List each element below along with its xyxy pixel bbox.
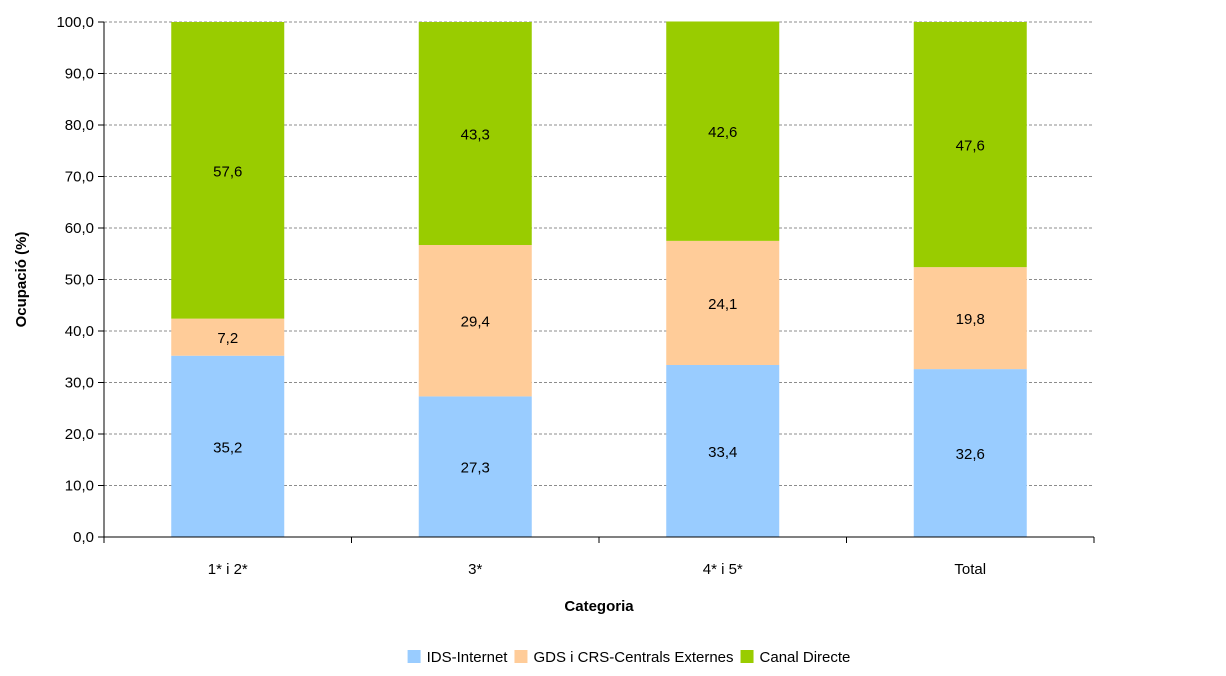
bar-data-label: 24,1 [708,296,737,313]
bar-segment [666,240,780,365]
bar-segment [418,396,532,537]
y-tick-label: 10,0 [65,478,94,495]
legend-item: GDS i CRS-Centrals Externes [514,649,734,666]
bar-data-label: 27,3 [461,460,490,477]
legend-label: IDS-Internet [427,649,509,666]
bar-segment [666,364,780,537]
bar-data-label: 35,2 [213,439,242,456]
bar-data-label: 47,6 [956,138,985,155]
bar-data-label: 43,3 [461,126,490,143]
y-tick-label: 90,0 [65,66,94,83]
legend-swatch [407,650,421,663]
bar-data-label: 42,6 [708,124,737,141]
bars [171,21,1027,537]
legend-item: IDS-Internet [407,649,509,666]
legend-label: Canal Directe [760,649,851,666]
bar-segment [171,318,285,356]
bar-data-label: 29,4 [461,314,490,331]
y-tick-label: 30,0 [65,375,94,392]
y-axis-title: Ocupació (%) [13,232,30,328]
x-tick-label: 3* [468,561,482,578]
x-tick-label: Total [954,561,986,578]
bar-segment [666,21,780,241]
bar-segment [913,267,1027,370]
y-tick-label: 60,0 [65,220,94,237]
legend-swatch [740,650,754,663]
bar-data-label: 7,2 [217,330,238,347]
bar-data-label: 33,4 [708,444,737,461]
bar-data-label: 57,6 [213,163,242,180]
y-axis-ticks: 0,0 10,0 20,0 30,0 40,0 50,0 60,0 70,0 80,0 90,0 1… [56,14,104,546]
y-tick-label: 80,0 [65,117,94,134]
bar-segment [418,22,532,245]
bar-segment [913,369,1027,537]
data-labels: 35,2 7,2 57,6 27,3 29,4 43,3 33,4 24,1 42,6 32,6 1… [213,124,985,477]
bar-segment [418,244,532,397]
bar-segment [171,22,285,319]
y-tick-label: 100,0 [56,14,94,31]
bar-data-label: 32,6 [956,446,985,463]
y-tick-label: 20,0 [65,426,94,443]
y-tick-label: 40,0 [65,323,94,340]
x-axis-title: Categoria [564,598,634,615]
bar-segment [171,355,285,537]
x-tick-label: 4* i 5* [703,561,743,578]
x-tick-label: 1* i 2* [208,561,248,578]
legend-label: GDS i CRS-Centrals Externes [533,649,733,666]
bar-data-label: 19,8 [956,311,985,328]
y-tick-label: 0,0 [73,529,94,546]
legend: IDS-Internet GDS i CRS-Centrals Externes C… [407,649,851,666]
x-axis-ticks: 1* i 2* 3* 4* i 5* Total [103,537,1095,578]
bar-segment [913,22,1027,268]
y-tick-label: 70,0 [65,169,94,186]
legend-swatch [514,650,528,663]
y-tick-label: 50,0 [65,272,94,289]
legend-item: Canal Directe [740,649,851,666]
